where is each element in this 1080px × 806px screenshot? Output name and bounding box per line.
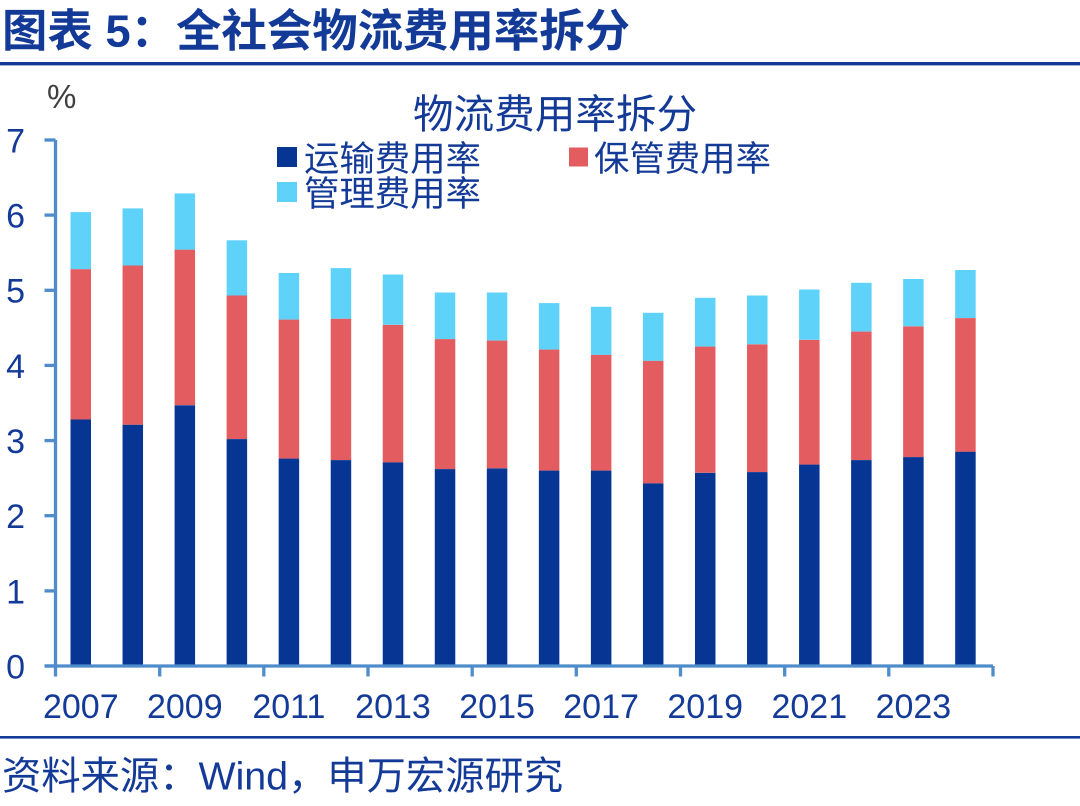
svg-text:2019: 2019 — [667, 688, 743, 726]
svg-text:2011: 2011 — [252, 688, 325, 726]
svg-text:7: 7 — [6, 122, 25, 160]
svg-text:0: 0 — [6, 648, 25, 686]
svg-text:2009: 2009 — [147, 688, 223, 726]
svg-text:2015: 2015 — [459, 688, 535, 726]
svg-text:2013: 2013 — [355, 688, 431, 726]
svg-text:2021: 2021 — [771, 688, 847, 726]
svg-text:6: 6 — [6, 198, 25, 236]
svg-text:2023: 2023 — [876, 688, 952, 726]
svg-text:2007: 2007 — [43, 688, 119, 726]
svg-text:5: 5 — [6, 273, 25, 311]
svg-text:1: 1 — [6, 573, 25, 611]
svg-text:3: 3 — [6, 423, 25, 461]
svg-text:2017: 2017 — [563, 688, 639, 726]
svg-text:%: % — [47, 78, 76, 115]
svg-text:2: 2 — [6, 498, 25, 536]
svg-text:4: 4 — [6, 348, 25, 386]
